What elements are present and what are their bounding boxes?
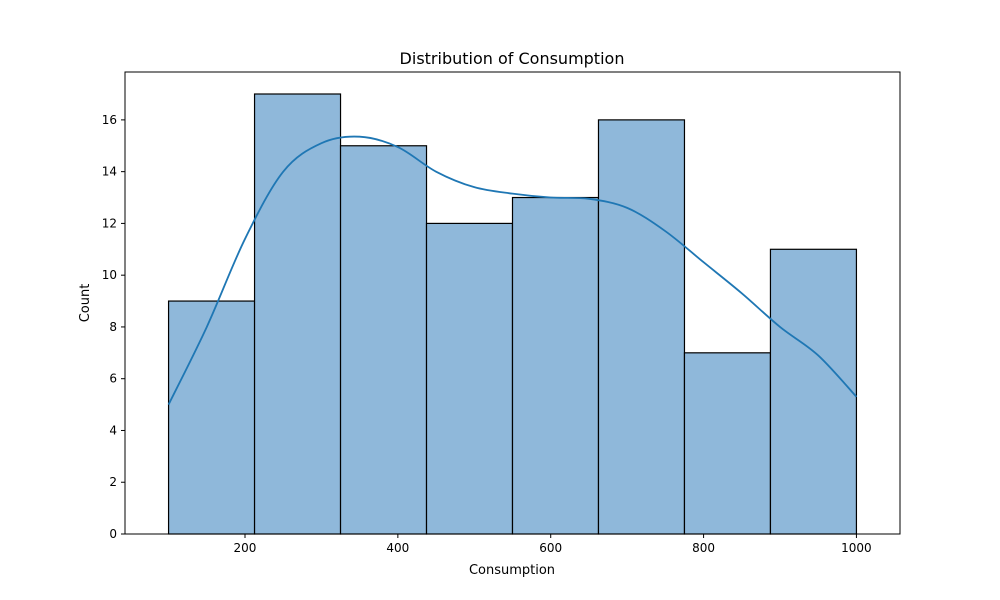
y-axis-label: Count — [78, 284, 93, 323]
histogram-bar — [683, 352, 772, 535]
histogram-bar — [511, 196, 600, 535]
x-tick-label: 600 — [539, 541, 562, 555]
x-tick-label: 400 — [386, 541, 409, 555]
y-tick-label: 14 — [102, 165, 117, 179]
y-axis-ticks: 0 2 4 6 8 10 12 14 16 — [102, 113, 125, 541]
histogram-bar — [253, 93, 342, 535]
y-tick-label: 10 — [102, 268, 117, 282]
histogram-bar — [425, 222, 514, 535]
kde-curve-group — [167, 135, 858, 405]
plot-area-frame — [124, 71, 901, 535]
histogram-bar — [167, 300, 256, 535]
y-tick-label: 6 — [109, 372, 117, 386]
y-tick-label: 16 — [102, 113, 117, 127]
y-tick-label: 4 — [109, 423, 117, 437]
x-tick-label: 1000 — [841, 541, 872, 555]
kde-line — [167, 135, 858, 405]
histogram-bar — [339, 145, 428, 535]
chart-title: Distribution of Consumption — [400, 49, 625, 68]
y-tick-label: 8 — [109, 320, 117, 334]
y-tick-label: 2 — [109, 475, 117, 489]
histogram-bars — [167, 93, 858, 535]
histogram-bar — [597, 119, 686, 535]
x-axis-ticks: 200 400 600 800 1000 — [234, 534, 872, 555]
x-axis-label: Consumption — [469, 563, 555, 578]
x-tick-label: 800 — [692, 541, 715, 555]
x-tick-label: 200 — [234, 541, 257, 555]
histogram-bar — [769, 248, 858, 535]
y-tick-label: 12 — [102, 216, 117, 230]
y-tick-label: 0 — [109, 527, 117, 541]
